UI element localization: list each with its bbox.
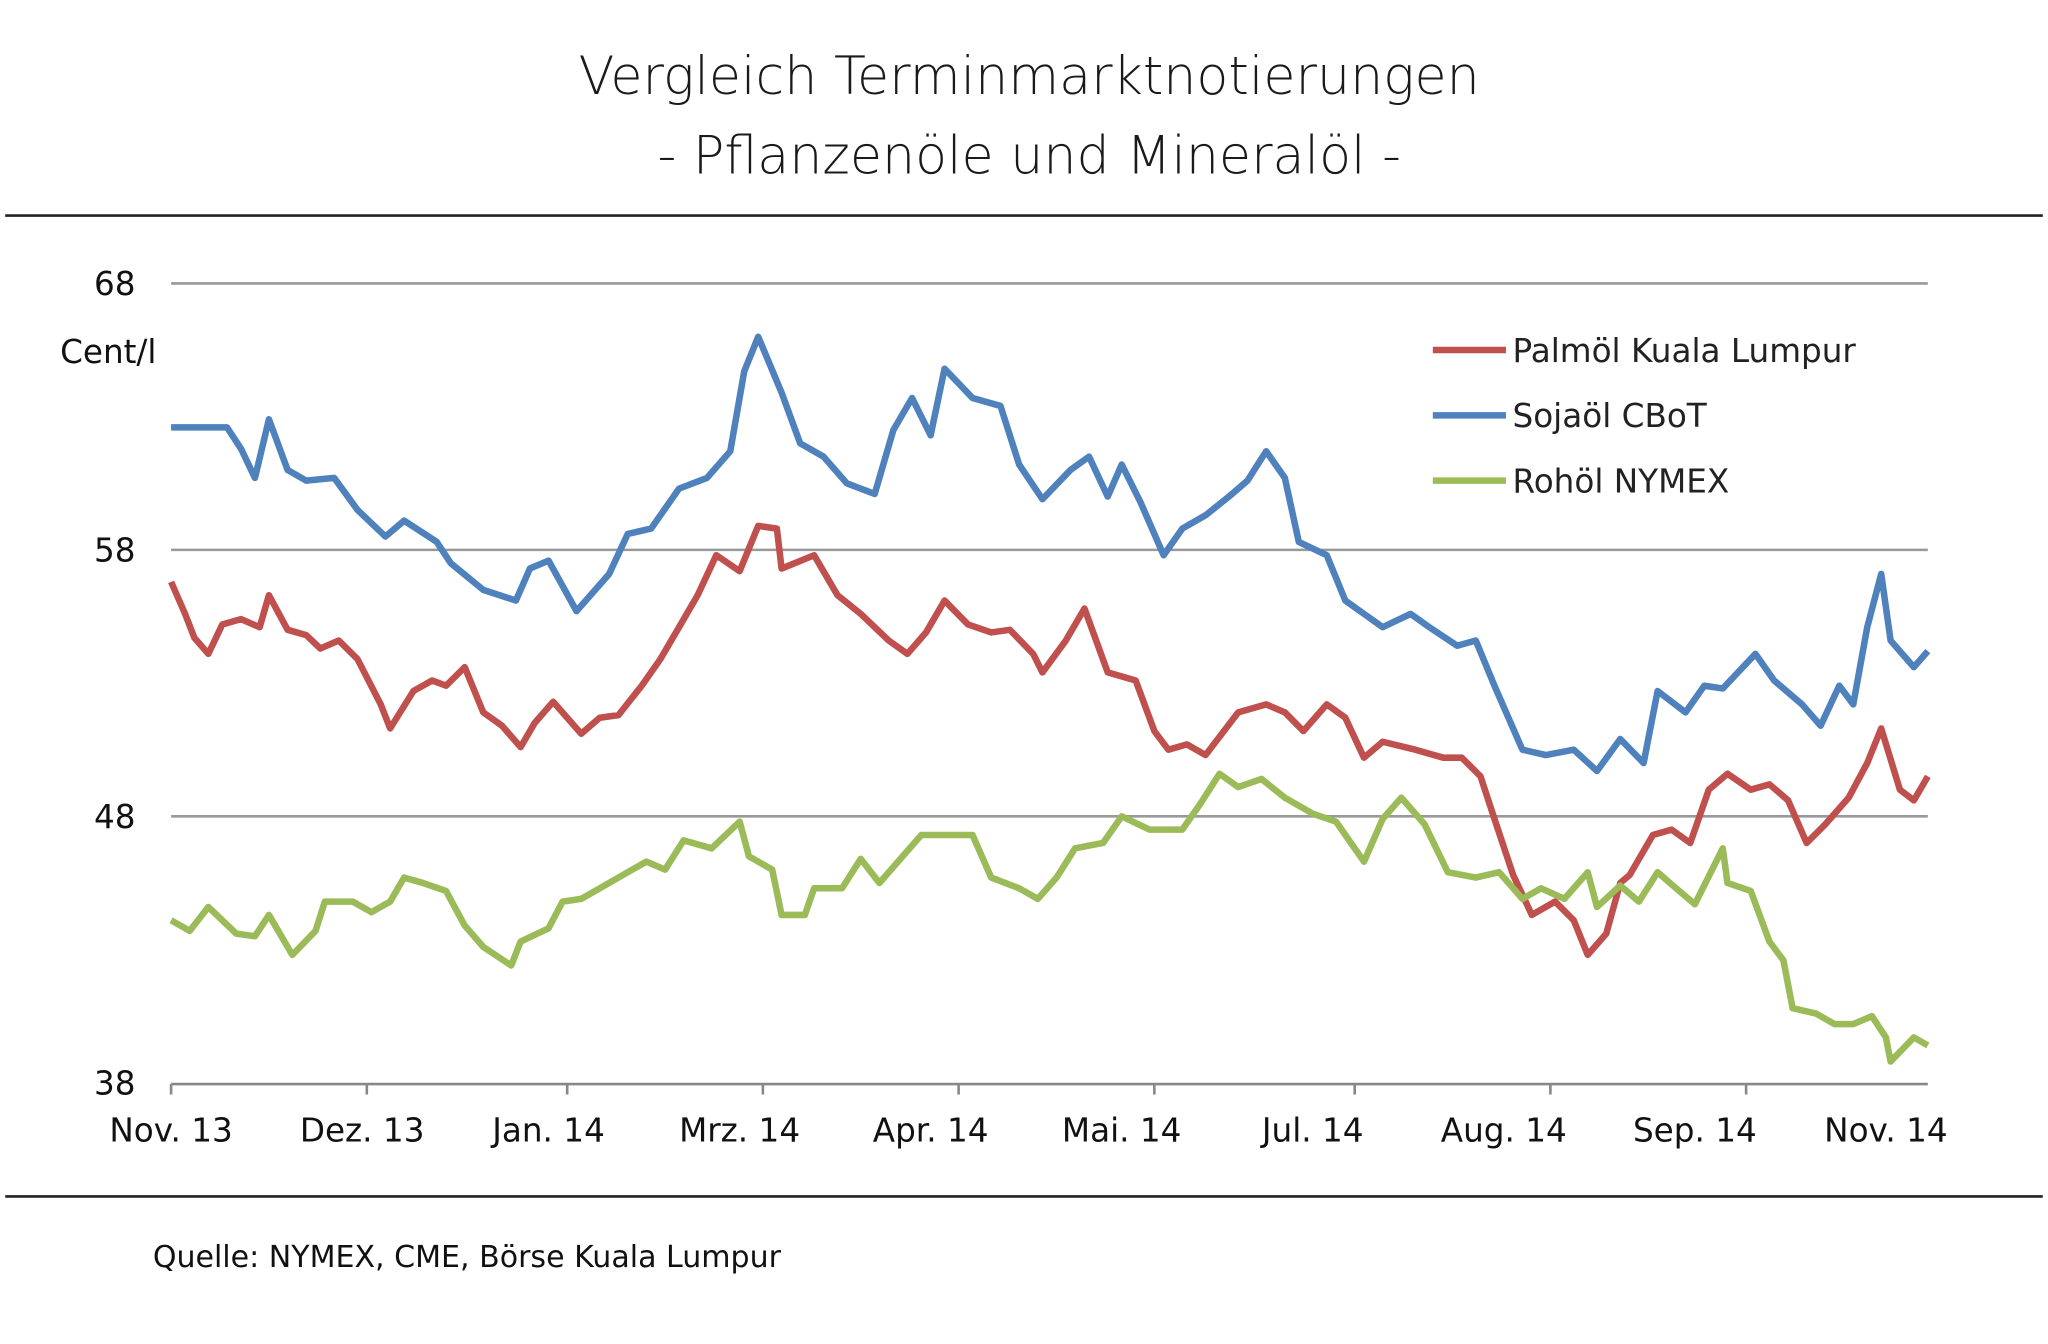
- x-tick-label: Nov. 13: [109, 1112, 232, 1150]
- series-line-2: [169, 770, 1930, 1065]
- series-lines: [168, 333, 1931, 1065]
- chart-title: Vergleich Terminmarktnotierungen: [579, 47, 1480, 107]
- x-tick-label: Jul. 14: [1260, 1112, 1364, 1150]
- x-tick-label: Mai. 14: [1062, 1112, 1182, 1150]
- x-tick-label: Apr. 14: [873, 1112, 989, 1150]
- x-tick-label: Nov. 14: [1824, 1112, 1947, 1150]
- x-tick-label: Jan. 14: [490, 1112, 605, 1150]
- legend: Palmöl Kuala Lumpur Sojaöl CBoT Rohöl NYME…: [1432, 332, 1856, 500]
- y-axis-label: Cent/l: [60, 333, 156, 371]
- x-tick-label: Mrz. 14: [679, 1112, 800, 1150]
- y-tick-label: 48: [94, 798, 136, 836]
- legend-label: Sojaöl CBoT: [1512, 397, 1707, 435]
- gridlines: [171, 282, 1928, 818]
- x-ticks: Nov. 13 Dez. 13 Jan. 14 Mrz. 14 Apr. 14 Mai. …: [109, 1084, 1948, 1150]
- source-note: Quelle: NYMEX, CME, Börse Kuala Lumpur: [153, 1240, 782, 1275]
- x-tick-label: Sep. 14: [1633, 1112, 1757, 1150]
- y-tick-labels: 68 58 48 38: [94, 265, 136, 1102]
- legend-label: Rohöl NYMEX: [1512, 462, 1729, 500]
- y-tick-label: 68: [94, 265, 136, 303]
- legend-label: Palmöl Kuala Lumpur: [1512, 332, 1856, 370]
- y-tick-label: 58: [94, 532, 136, 570]
- series-line-0: [168, 522, 1931, 959]
- chart-subtitle: - Pflanzenöle und Mineralöl -: [657, 127, 1401, 187]
- x-tick-label: Aug. 14: [1441, 1112, 1567, 1150]
- y-tick-label: 38: [94, 1065, 136, 1103]
- series-line-1: [171, 333, 1931, 775]
- x-tick-label: Dez. 13: [300, 1112, 425, 1150]
